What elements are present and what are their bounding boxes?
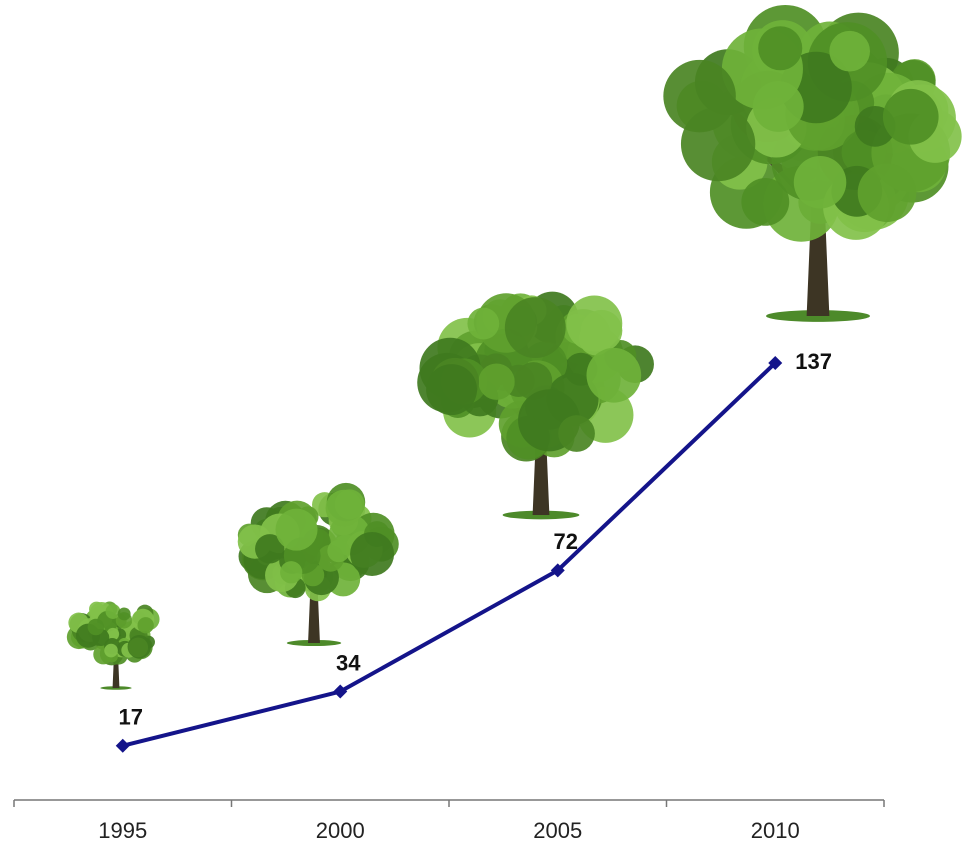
x-tick-label: 2000 [316, 818, 365, 843]
tree-foliage [504, 297, 566, 359]
tree [663, 4, 962, 322]
tree-foliage [586, 347, 642, 403]
tree-foliage [663, 59, 736, 133]
tree-foliage [106, 627, 120, 641]
tree-foliage [327, 539, 350, 563]
tree-foliage [334, 489, 365, 520]
tree-foliage [467, 307, 500, 340]
tree-foliage [793, 156, 847, 209]
x-tick-label: 2005 [533, 818, 582, 843]
x-tick-label: 1995 [98, 818, 147, 843]
tree-foliage [566, 295, 623, 352]
tree-foliage [117, 607, 131, 621]
tree [237, 482, 399, 647]
data-label: 137 [795, 349, 832, 374]
tree-foliage [426, 364, 478, 416]
tree-foliage [857, 163, 917, 223]
data-label: 72 [554, 529, 578, 554]
tree-foliage [558, 415, 595, 452]
point-marker [550, 563, 565, 578]
tree [417, 291, 654, 520]
tree-foliage [87, 618, 105, 636]
tree-foliage [478, 363, 515, 400]
tree-foliage [280, 561, 303, 584]
tree-foliage [350, 531, 395, 576]
point-marker [333, 684, 348, 699]
tree-foliage [752, 81, 804, 132]
point-marker [768, 355, 783, 370]
tree-foliage [255, 534, 285, 564]
x-tick-label: 2010 [751, 818, 800, 843]
tree [66, 601, 160, 690]
tree-foliage [882, 88, 939, 145]
tree-foliage [128, 637, 149, 658]
tree-illustrations [66, 4, 962, 690]
tree-foliage [758, 26, 803, 71]
tree-foliage [137, 617, 154, 634]
point-marker [115, 738, 130, 753]
tree-foliage [275, 508, 318, 551]
tree-foliage [829, 30, 870, 72]
data-label: 34 [336, 650, 361, 675]
data-label: 17 [119, 705, 143, 730]
line-series [122, 361, 777, 748]
tree-foliage [104, 643, 118, 658]
tree-foliage [741, 177, 790, 226]
tree-foliage [105, 604, 121, 619]
